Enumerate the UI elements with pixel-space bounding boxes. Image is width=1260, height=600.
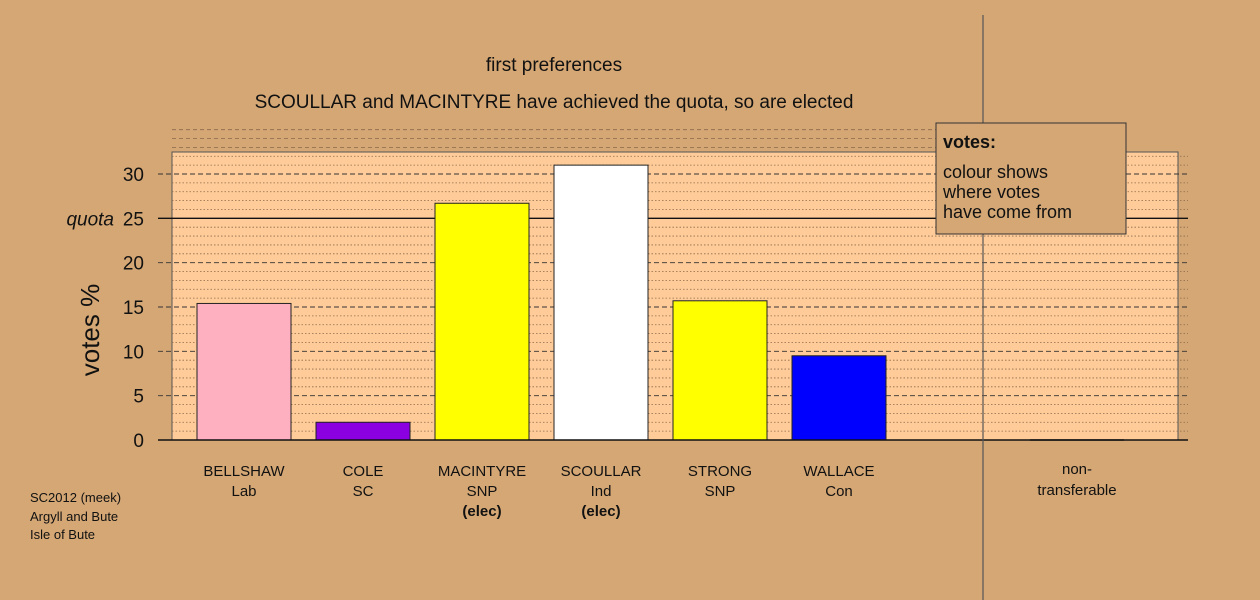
nontransferable-label-2: transferable — [1037, 482, 1116, 499]
category-label-wallace: WALLACE — [803, 463, 874, 480]
category-label-macintyre: MACINTYRE — [438, 463, 526, 480]
bar-strong — [672, 300, 768, 441]
category-label-bellshaw: BELLSHAW — [203, 463, 285, 480]
axes: 0 5 10 15 20 25 30 quota — [66, 165, 1188, 452]
bar-wallace — [791, 355, 887, 441]
y-tick-label: 15 — [123, 298, 144, 319]
chart-subtitle: SCOULLAR and MACINTYRE have achieved the… — [255, 92, 854, 113]
y-tick-label: 30 — [123, 165, 144, 186]
legend-line-3: have come from — [943, 202, 1072, 222]
party-label-macintyre: SNP — [467, 483, 498, 500]
legend-line-2: where votes — [942, 182, 1040, 202]
bar-cole — [315, 421, 411, 441]
legend-title: votes: — [943, 132, 996, 152]
status-label-macintyre: (elec) — [462, 503, 501, 520]
y-tick-label: 0 — [133, 431, 144, 452]
category-label-scoullar: SCOULLAR — [561, 463, 642, 480]
y-tick-label: 25 — [123, 209, 144, 230]
footnote-line-3: Isle of Bute — [30, 527, 95, 542]
bar-scoullar — [553, 164, 649, 441]
party-label-scoullar: Ind — [591, 483, 612, 500]
y-tick-label: 5 — [133, 387, 144, 408]
party-label-wallace: Con — [825, 483, 853, 500]
quota-label: quota — [66, 209, 114, 230]
footnote-line-1: SC2012 (meek) — [30, 490, 121, 505]
legend: votes: colour shows where votes have com… — [935, 122, 1127, 235]
legend-box — [935, 122, 1127, 235]
bar-bellshaw — [196, 302, 292, 441]
category-label-cole: COLE — [343, 463, 384, 480]
party-label-strong: SNP — [705, 483, 736, 500]
bars: BELLSHAW Lab COLE SC MACINTYRE SNP (elec) SCOUL… — [196, 164, 1124, 520]
chart-title: first preferences — [486, 55, 622, 76]
party-label-cole: SC — [353, 483, 374, 500]
bar-macintyre — [434, 202, 530, 441]
status-label-scoullar: (elec) — [581, 503, 620, 520]
party-label-bellshaw: Lab — [231, 483, 256, 500]
y-axis-label: votes % — [75, 284, 105, 377]
category-label-strong: STRONG — [688, 463, 752, 480]
legend-line-1: colour shows — [943, 162, 1048, 182]
nontransferable-label-1: non- — [1062, 461, 1092, 478]
y-tick-label: 10 — [123, 342, 144, 363]
footnote-line-2: Argyll and Bute — [30, 509, 118, 524]
y-tick-label: 20 — [123, 254, 144, 275]
